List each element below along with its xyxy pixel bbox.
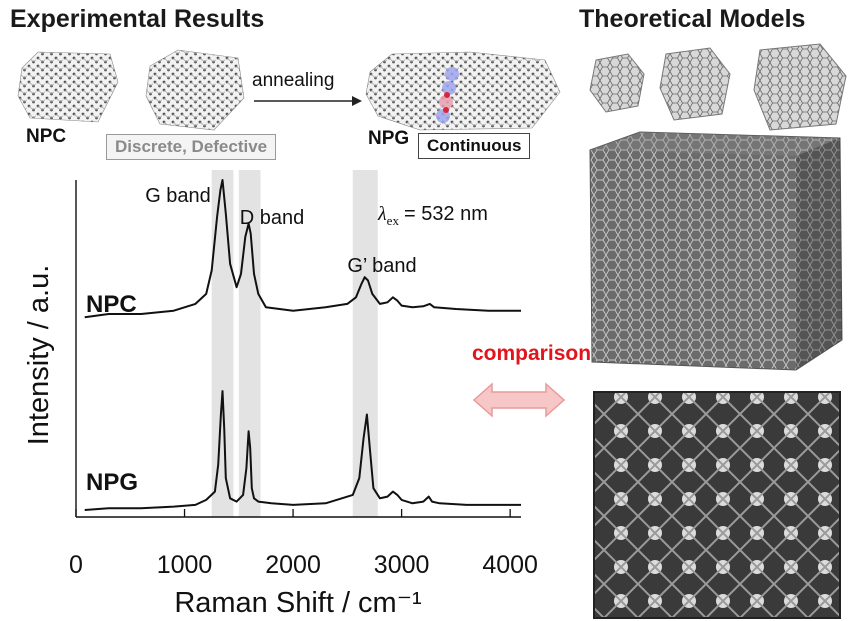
- cube-model-icon: [589, 131, 843, 371]
- small-model-3-icon: [753, 43, 847, 131]
- band-label-1: G band: [145, 185, 211, 207]
- theoretical-models-heading: Theoretical Models: [579, 5, 806, 33]
- comparison-label: comparison: [472, 342, 592, 365]
- series-label-npg: NPG: [86, 469, 138, 496]
- x-axis-title: Raman Shift / cm⁻¹: [174, 587, 422, 619]
- band-region-1: [211, 170, 234, 517]
- band-region-2: [238, 170, 261, 517]
- x-tick-label-0: 0: [69, 551, 83, 579]
- x-tick-label-2000: 2000: [265, 551, 321, 579]
- npc-flake-2-icon: [145, 49, 245, 131]
- experimental-results-heading: Experimental Results: [10, 5, 265, 33]
- series-label-npc: NPC: [86, 291, 137, 318]
- npg-sheet-icon: [365, 51, 561, 131]
- continuous-box: Continuous: [418, 133, 531, 159]
- x-tick-label-1000: 1000: [157, 551, 213, 579]
- band-label-3: G’ band: [347, 255, 416, 277]
- x-tick-label-4000: 4000: [482, 551, 538, 579]
- series-line-npc: [84, 179, 521, 319]
- annealing-arrow-icon: [254, 96, 362, 106]
- small-model-1-icon: [589, 53, 645, 113]
- double-arrow-icon: [472, 382, 566, 418]
- y-axis-title: Intensity / a.u.: [23, 265, 55, 446]
- discrete-defective-box: Discrete, Defective: [106, 134, 277, 160]
- raman-spectrum-chart: 0 1000 2000 3000 4000 G band D band G’ band NPC…: [23, 170, 538, 619]
- lattice-projection-icon: [593, 391, 841, 619]
- x-tick-label-3000: 3000: [374, 551, 430, 579]
- excitation-annotation: λex = 532 nm: [377, 203, 488, 228]
- npc-flake-1-icon: [17, 51, 119, 123]
- band-label-2: D band: [240, 207, 305, 229]
- annealing-label: annealing: [252, 70, 335, 91]
- series-line-npg: [84, 390, 521, 511]
- npc-schematic-label: NPC: [26, 126, 67, 147]
- small-model-2-icon: [659, 47, 731, 121]
- band-region-3: [352, 170, 378, 517]
- theoretical-models-panel: [589, 43, 847, 619]
- npg-schematic-label: NPG: [368, 128, 410, 149]
- annealing-schematic: [17, 49, 561, 131]
